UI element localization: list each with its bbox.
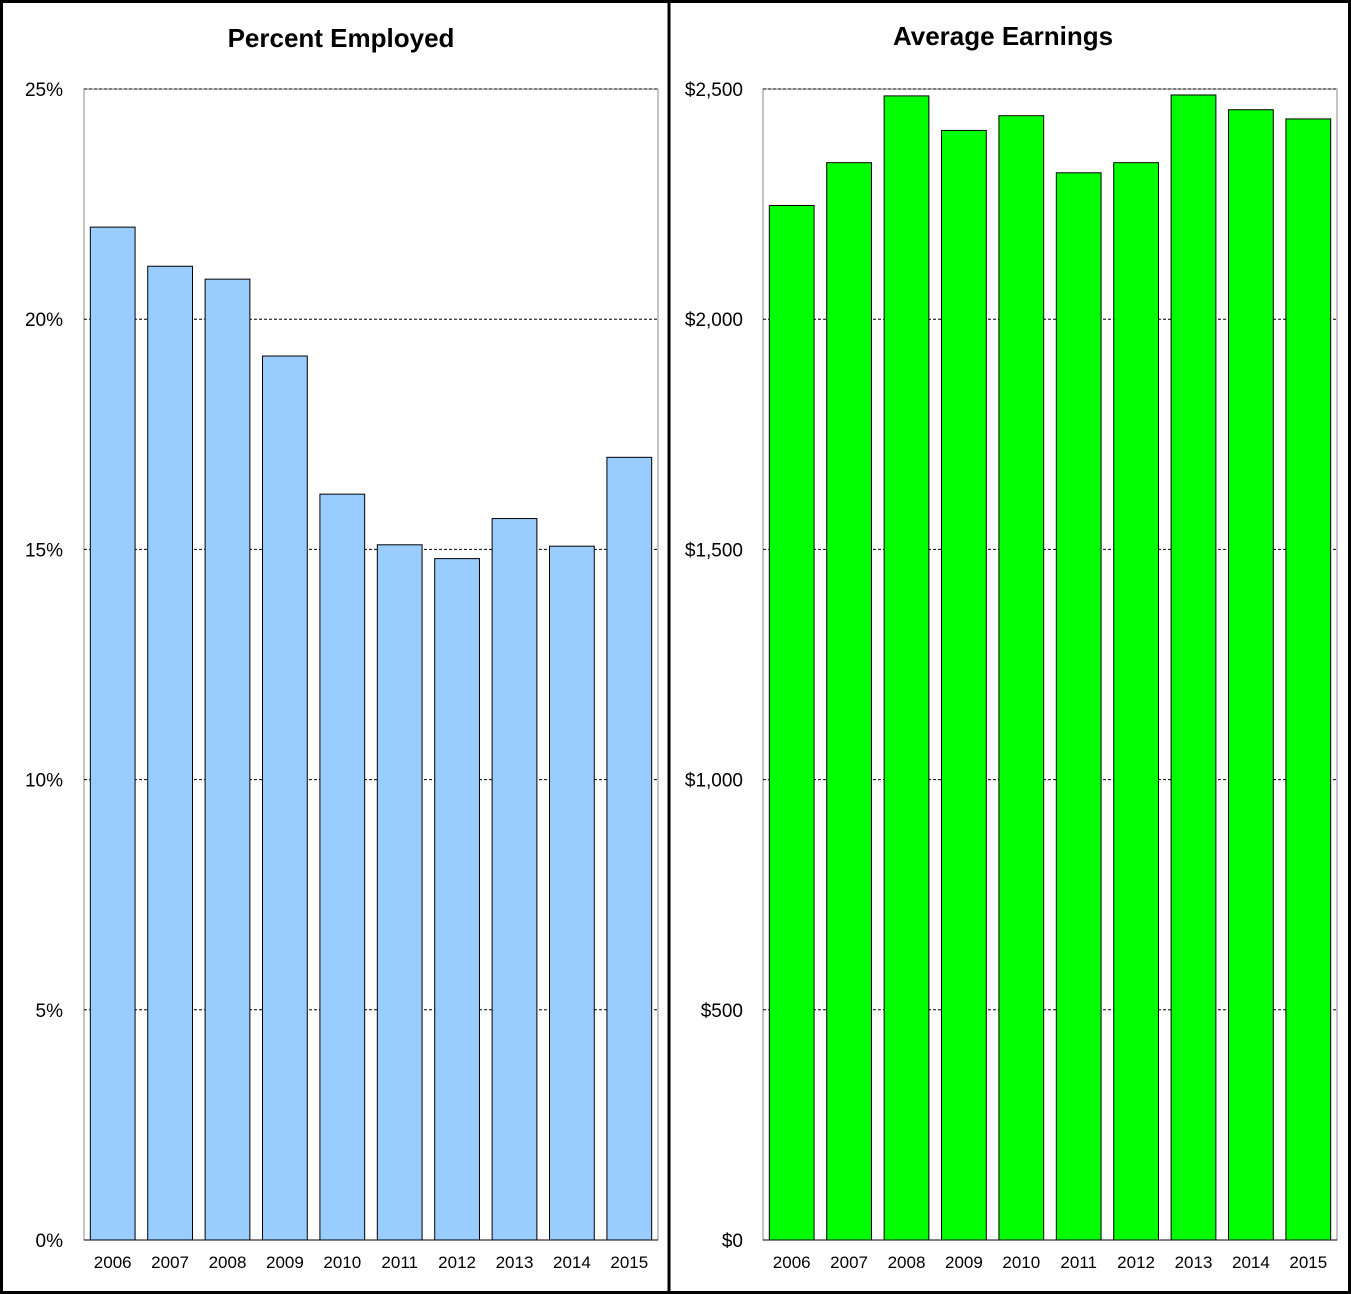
x-tick-label: 2007 [151,1253,189,1272]
x-tick-label: 2014 [553,1253,591,1272]
bar-2010 [998,115,1045,1241]
bar-2012 [1113,162,1159,1241]
x-tick-label: 2006 [773,1253,811,1272]
bar-2015 [606,456,653,1241]
x-tick-label: 2012 [438,1253,476,1272]
x-tick-label: 2008 [209,1253,247,1272]
bar-2011 [1055,172,1102,1241]
chart-title: Average Earnings [893,21,1113,51]
y-tick-label: 10% [25,771,63,792]
x-tick-label: 2013 [1175,1253,1213,1272]
bar-2015 [1285,118,1332,1241]
bar-2007 [147,265,193,1241]
x-tick-label: 2006 [94,1253,132,1272]
percent-employed-chart: Percent Employed 0% 5% 10% 15% 20% 25% 2006 2007… [25,23,659,1272]
x-tick-label: 2010 [323,1253,361,1272]
y-tick-label: $2,000 [685,310,743,331]
y-tick-label: $0 [722,1231,743,1252]
x-tick-label: 2008 [888,1253,926,1272]
bar-2008 [204,278,251,1241]
bar-2007 [826,162,872,1241]
x-tick-label: 2011 [381,1253,418,1272]
bar-2014 [1228,109,1274,1241]
x-tick-label: 2011 [1060,1253,1097,1272]
y-tick-label: $500 [701,1001,743,1022]
y-tick-label: $1,500 [685,540,743,561]
bar-2013 [491,518,538,1241]
average-earnings-chart: Average Earnings $0 $500 $1,000 $1,500 $2,000… [685,21,1338,1272]
y-tick-label: 15% [25,540,63,561]
y-tick-label: $2,500 [685,80,743,101]
y-tick-label: $1,000 [685,771,743,792]
bar-2009 [941,129,987,1241]
x-tick-label: 2009 [266,1253,304,1272]
bar-2011 [376,544,423,1241]
y-tick-label: 5% [36,1001,64,1022]
x-tick-label: 2009 [945,1253,983,1272]
bar-2010 [319,493,366,1241]
x-tick-label: 2013 [496,1253,534,1272]
x-tick-label: 2014 [1232,1253,1270,1272]
x-tick-label: 2012 [1117,1253,1155,1272]
y-tick-label: 25% [25,80,63,101]
bar-2009 [262,355,308,1241]
bar-2008 [883,95,930,1241]
x-tick-label: 2015 [610,1253,648,1272]
bar-2006 [768,204,815,1241]
x-tick-label: 2007 [830,1253,868,1272]
bar-2013 [1170,94,1217,1241]
bar-2012 [434,558,480,1241]
x-tick-label: 2015 [1289,1253,1327,1272]
x-tick-label: 2010 [1002,1253,1040,1272]
bar-2014 [549,545,595,1241]
chart-title: Percent Employed [228,23,455,53]
bar-2006 [89,226,136,1241]
y-tick-label: 20% [25,310,63,331]
y-tick-label: 0% [36,1231,64,1252]
